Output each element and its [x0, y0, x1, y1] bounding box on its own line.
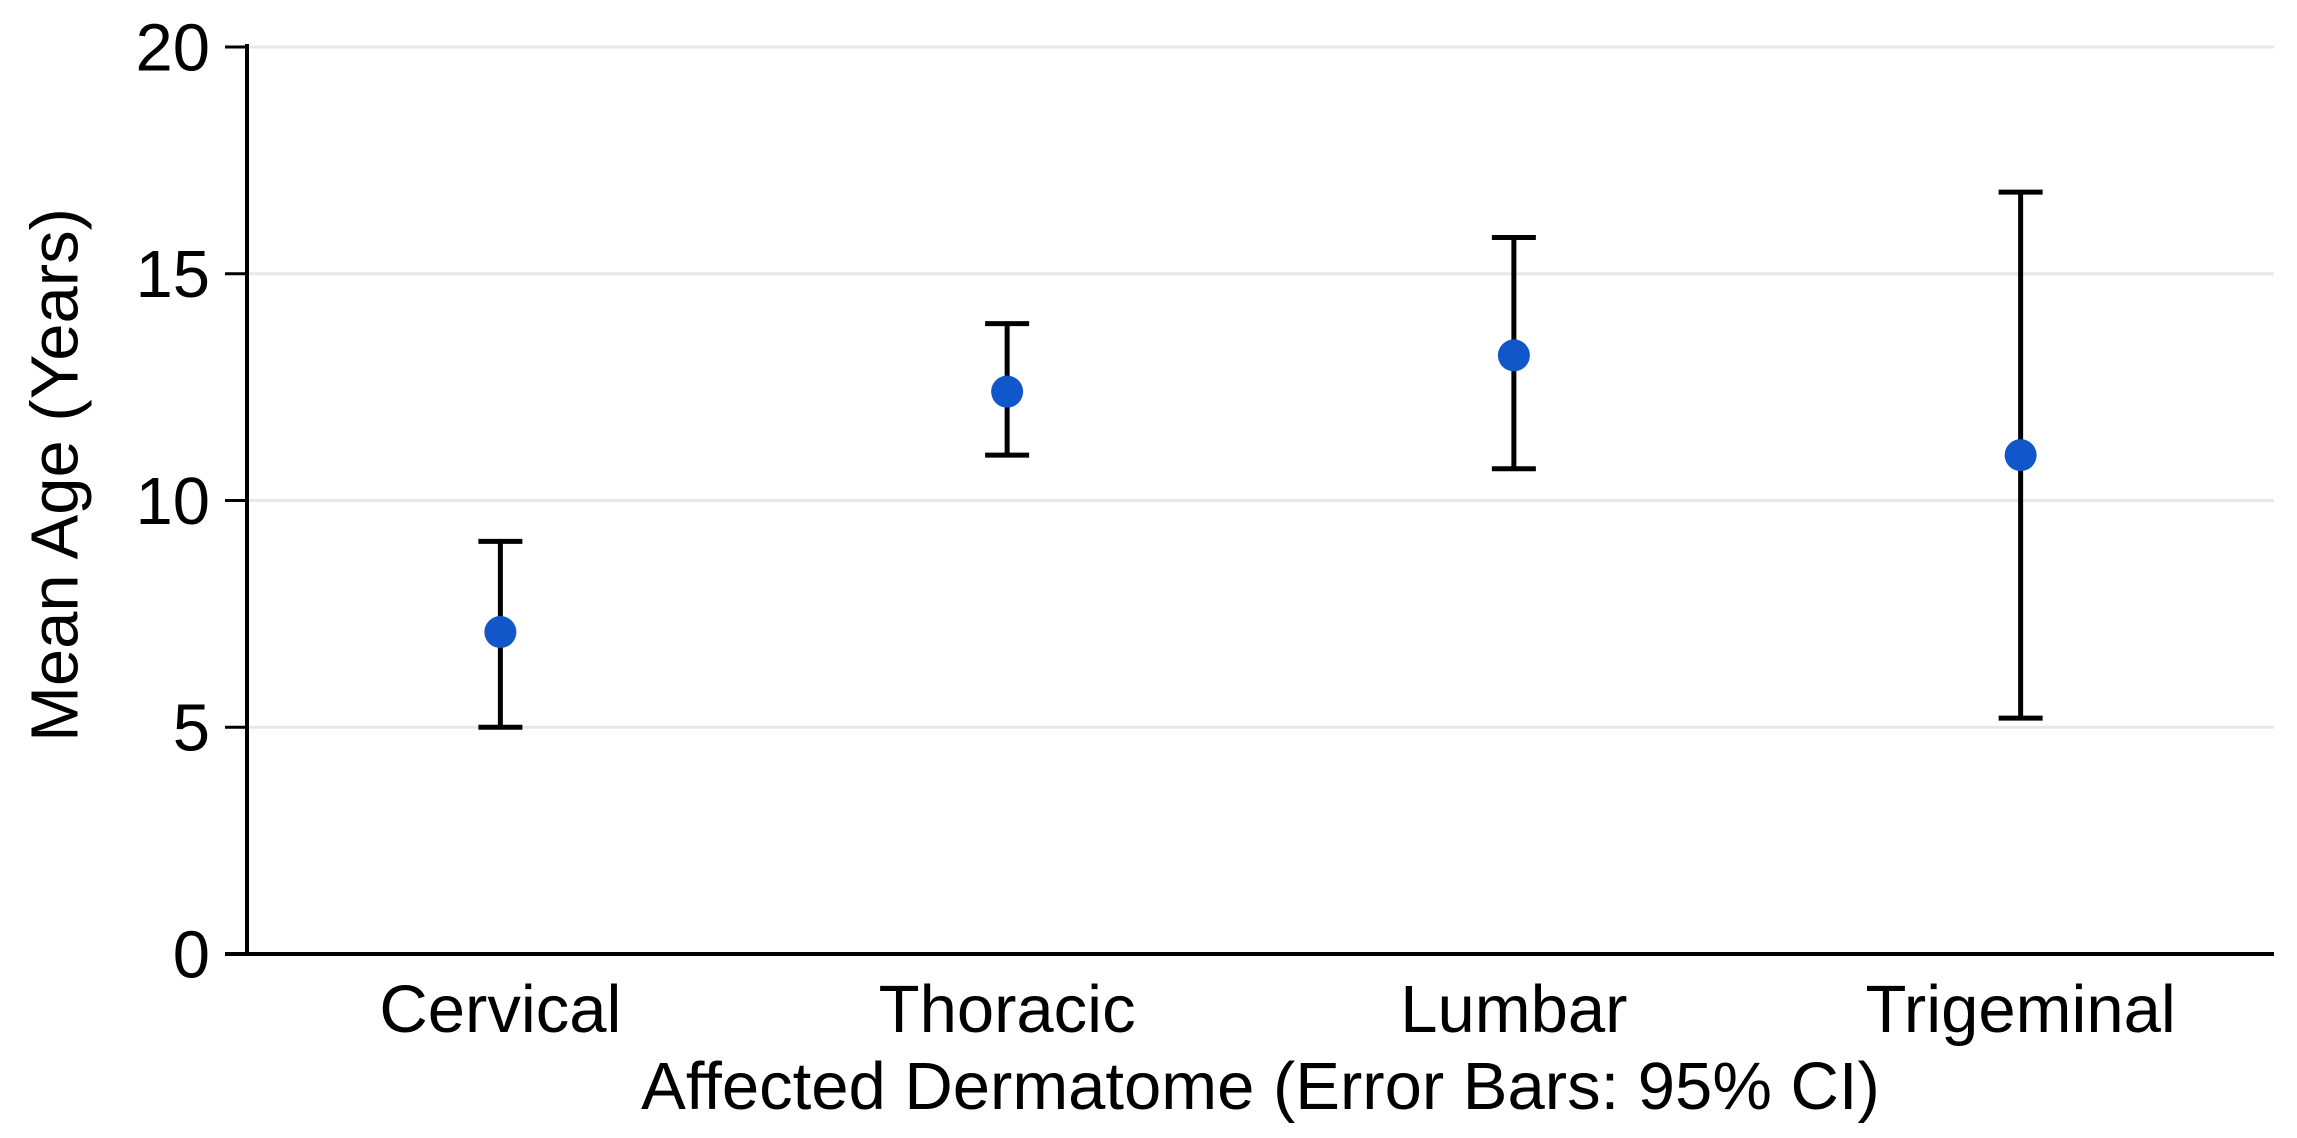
y-tick-label: 5 — [173, 691, 210, 766]
x-axis-title: Affected Dermatome (Error Bars: 95% CI) — [641, 1049, 1880, 1124]
data-point — [991, 375, 1024, 408]
x-category-label: Thoracic — [879, 972, 1136, 1047]
y-tick-label: 20 — [135, 10, 210, 85]
x-category-label: Cervical — [379, 972, 621, 1047]
y-tick-label: 15 — [135, 237, 210, 312]
data-point — [2004, 439, 2037, 472]
x-category-label: Lumbar — [1400, 972, 1627, 1047]
y-axis-title: Mean Age (Years) — [17, 208, 93, 742]
x-category-label: Trigeminal — [1865, 972, 2175, 1047]
y-tick-label: 10 — [135, 464, 210, 539]
data-point — [484, 616, 517, 649]
y-tick-label: 0 — [173, 917, 210, 992]
data-point — [1497, 339, 1530, 372]
